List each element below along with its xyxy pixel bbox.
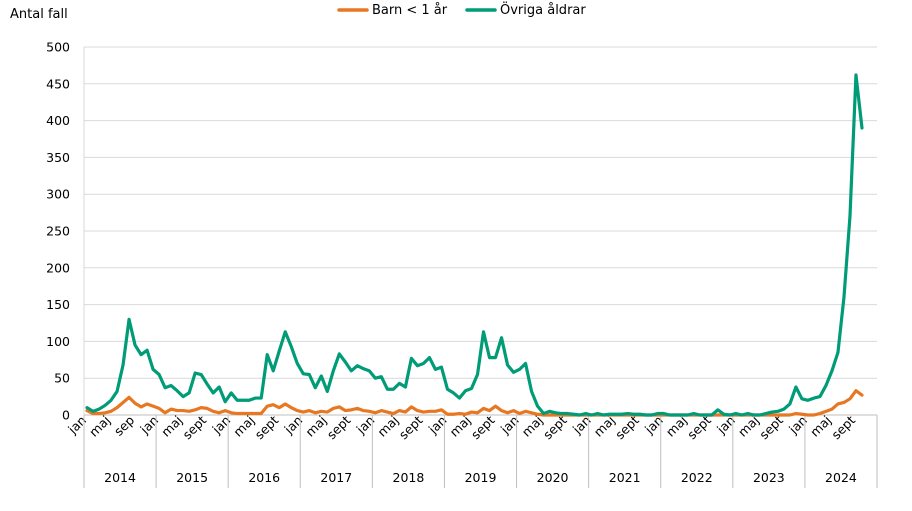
x-month-label: jan	[497, 413, 522, 438]
x-month-label: maj	[302, 413, 329, 440]
legend: Barn < 1 år Övriga åldrar	[337, 1, 586, 18]
x-month-label: jan	[136, 413, 161, 438]
y-tick-label: 350	[46, 150, 70, 165]
x-month-label: sep	[111, 412, 137, 438]
x-month-label: sept	[396, 412, 426, 442]
legend-label-barn: Barn < 1 år	[372, 3, 448, 18]
y-axis: 0 50 100 150 200 250 300 350 400 450 500	[46, 40, 85, 423]
x-year-label: 2014	[104, 470, 136, 485]
x-year-label: 2021	[609, 470, 641, 485]
y-tick-label: 400	[46, 113, 70, 128]
x-year-label: 2024	[825, 470, 857, 485]
x-month-label: sept	[540, 412, 570, 442]
y-tick-label: 500	[46, 40, 70, 55]
x-year-label: 2022	[681, 470, 713, 485]
x-month-label: sept	[612, 412, 642, 442]
x-year-label: 2015	[176, 470, 208, 485]
y-tick-label: 0	[62, 408, 70, 423]
x-year-label: 2018	[393, 470, 425, 485]
y-tick-label: 450	[46, 76, 70, 91]
x-month-label: sept	[180, 412, 210, 442]
y-axis-label: Antal fall	[10, 7, 68, 22]
x-year-label: 2016	[248, 470, 280, 485]
x-year-label: 2023	[753, 470, 785, 485]
x-month-label: sept	[684, 412, 714, 442]
legend-label-ovriga: Övriga åldrar	[500, 1, 586, 18]
x-year-label: 2019	[465, 470, 497, 485]
y-tick-label: 50	[54, 371, 70, 386]
x-month-label: sept	[468, 412, 498, 442]
x-month-label: maj	[374, 413, 401, 440]
series-line-ovriga	[85, 73, 864, 417]
y-tick-label: 150	[46, 297, 70, 312]
x-month-label: maj	[86, 413, 113, 440]
x-month-label: sept	[756, 412, 786, 442]
y-tick-label: 250	[46, 224, 70, 239]
x-month-label: maj	[158, 413, 185, 440]
x-month-label: sept	[252, 412, 282, 442]
x-month-label: maj	[519, 413, 546, 440]
series-line-barn	[85, 389, 864, 417]
x-month-label: jan	[209, 413, 234, 438]
x-month-label: sept	[324, 412, 354, 442]
x-year-label: 2020	[537, 470, 569, 485]
y-tick-label: 300	[46, 187, 70, 202]
x-month-label: jan	[353, 413, 378, 438]
y-tick-label: 200	[46, 260, 70, 275]
y-tick-label: 100	[46, 334, 70, 349]
series-lines	[85, 73, 864, 417]
x-month-label: jan	[425, 413, 450, 438]
x-month-label: maj	[447, 413, 474, 440]
x-month-label: jan	[281, 413, 306, 438]
x-year-label: 2017	[320, 470, 352, 485]
x-month-label: sept	[828, 412, 858, 442]
x-month-label: maj	[230, 413, 257, 440]
